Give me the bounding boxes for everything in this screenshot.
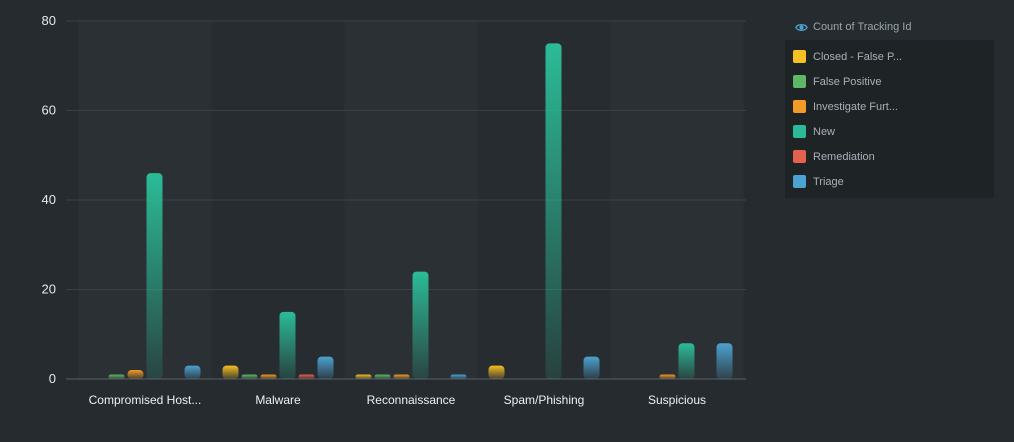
bar[interactable] <box>317 356 334 379</box>
bar[interactable] <box>583 356 600 379</box>
bar[interactable] <box>279 311 296 379</box>
legend-item[interactable]: Remediation <box>785 144 994 169</box>
legend-item[interactable]: Closed - False P... <box>785 44 994 69</box>
legend-item[interactable]: New <box>785 119 994 144</box>
bar[interactable] <box>374 374 391 379</box>
bar[interactable] <box>241 374 258 379</box>
bar[interactable] <box>355 374 372 379</box>
x-tick-label: Compromised Host... <box>89 393 202 407</box>
x-tick-label: Reconnaissance <box>367 393 456 407</box>
legend-items: Closed - False P... False Positive Investi… <box>785 40 994 198</box>
legend-label: Closed - False P... <box>813 50 903 63</box>
bar[interactable] <box>146 173 163 379</box>
x-tick-label: Suspicious <box>648 393 706 407</box>
legend-item[interactable]: False Positive <box>785 69 994 94</box>
bar[interactable] <box>260 374 277 379</box>
bar[interactable] <box>298 374 315 379</box>
y-tick-label: 0 <box>49 371 56 386</box>
legend-label: New <box>813 125 836 138</box>
bar[interactable] <box>127 370 144 379</box>
y-tick-label: 20 <box>42 282 56 297</box>
legend-title[interactable]: Count of Tracking Id <box>785 14 994 40</box>
y-tick-label: 60 <box>42 103 56 118</box>
legend-swatch <box>793 50 806 63</box>
bar[interactable] <box>545 43 562 379</box>
x-tick-label: Malware <box>255 393 301 407</box>
bars <box>108 43 733 379</box>
bar[interactable] <box>412 271 429 379</box>
bar[interactable] <box>222 365 239 379</box>
bar[interactable] <box>488 365 505 379</box>
bar-chart: 0 20 40 60 80 Compromised Host... Malware Reco… <box>42 13 746 407</box>
legend-label: Triage <box>813 175 844 188</box>
eye-icon[interactable] <box>795 21 808 34</box>
bar[interactable] <box>450 374 467 379</box>
legend-swatch <box>793 100 806 113</box>
x-axis-labels: Compromised Host... Malware Reconnaissance… <box>89 393 706 407</box>
legend-title-text: Count of Tracking Id <box>813 21 912 33</box>
x-tick-label: Spam/Phishing <box>504 393 585 407</box>
y-tick-label: 40 <box>42 192 56 207</box>
y-tick-label: 80 <box>42 13 56 28</box>
legend-swatch <box>793 75 806 88</box>
bar[interactable] <box>678 343 695 379</box>
legend-swatch <box>793 150 806 163</box>
legend-item[interactable]: Triage <box>785 169 994 194</box>
legend-swatch <box>793 175 806 188</box>
bar[interactable] <box>393 374 410 379</box>
bar[interactable] <box>184 365 201 379</box>
legend-label: Investigate Furt... <box>813 100 898 113</box>
legend-swatch <box>793 125 806 138</box>
bar[interactable] <box>716 343 733 379</box>
legend-label: False Positive <box>813 75 882 88</box>
bar[interactable] <box>659 374 676 379</box>
legend-label: Remediation <box>813 150 875 163</box>
y-axis-ticks: 0 20 40 60 80 <box>42 13 56 386</box>
bar[interactable] <box>108 374 125 379</box>
legend: Count of Tracking Id Closed - False P...… <box>785 14 994 198</box>
legend-item[interactable]: Investigate Furt... <box>785 94 994 119</box>
